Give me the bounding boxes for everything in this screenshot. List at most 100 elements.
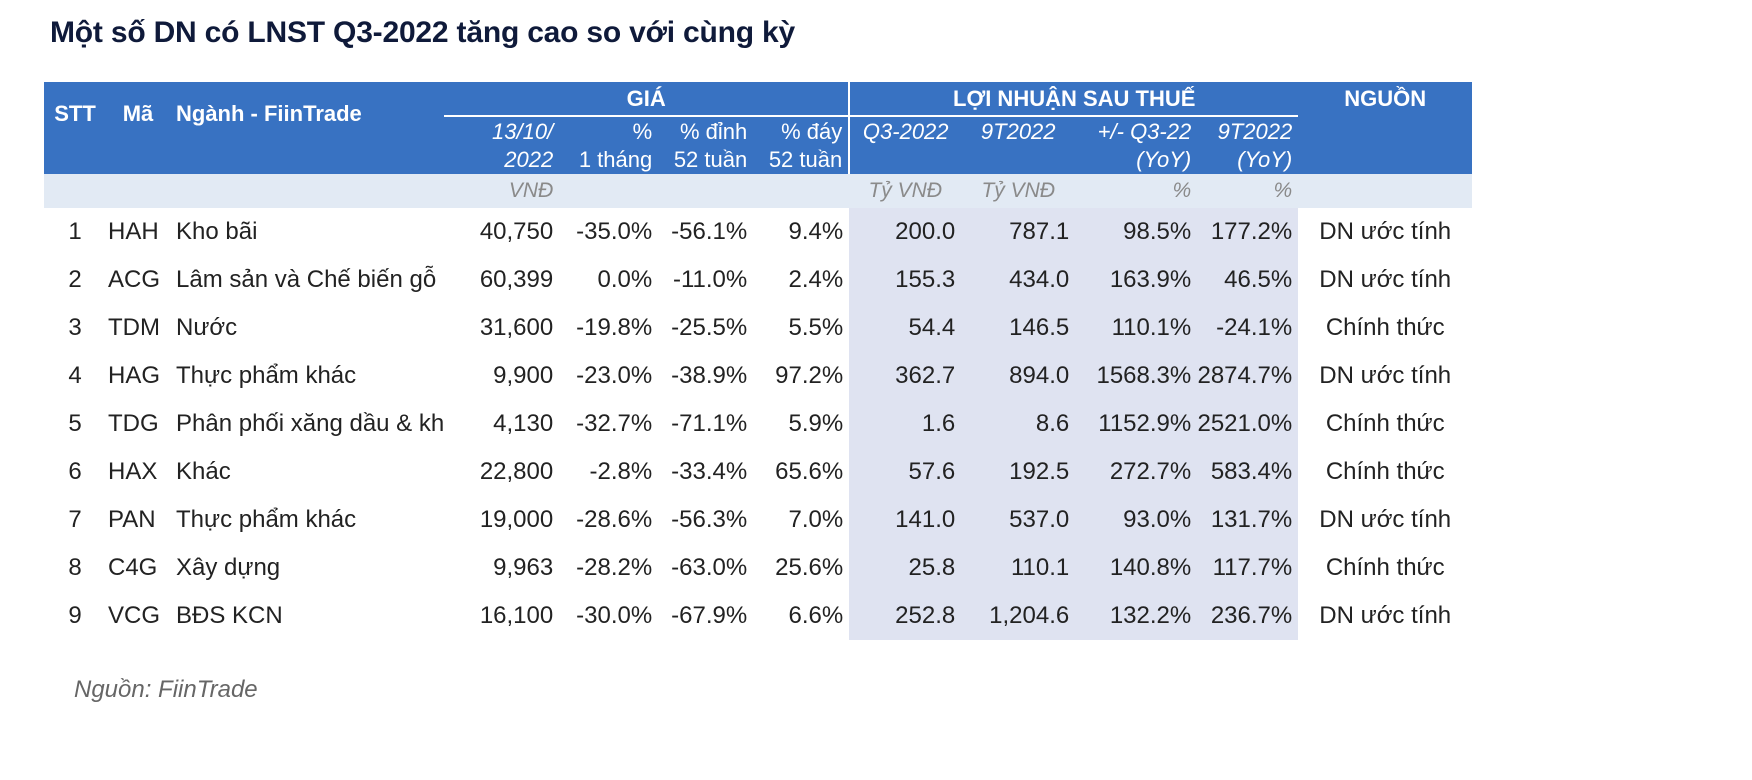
row-yoy-9t: 236.7% <box>1197 592 1299 640</box>
row-yoy-9t: 2874.7% <box>1197 352 1299 400</box>
row-price: 60,399 <box>479 266 554 293</box>
row-profit-q3: 200.0 <box>849 208 962 256</box>
row-industry: Kho bãi <box>176 218 258 245</box>
row-industry: Thực phẩm khác <box>176 362 357 389</box>
row-industry: BĐS KCN <box>176 602 283 629</box>
header-low-line1: % đáy <box>753 116 850 146</box>
source-note: Nguồn: FiinTrade <box>74 676 258 703</box>
row-from-52w-low: 25.6% <box>775 554 844 581</box>
row-from-52w-high: -56.1% <box>671 218 748 245</box>
page-title: Một số DN có LNST Q3-2022 tăng cao so vớ… <box>50 16 796 49</box>
row-profit-9t: 146.5 <box>961 304 1076 352</box>
row-ticker: VCG <box>108 602 161 629</box>
row-ticker: HAX <box>108 458 158 485</box>
row-from-52w-high: -11.0% <box>672 266 748 293</box>
row-change-1m: -30.0% <box>576 602 653 629</box>
row-from-52w-low: 97.2% <box>775 362 844 389</box>
row-industry: Nước <box>176 314 238 341</box>
row-profit-9t: 192.5 <box>961 448 1076 496</box>
row-yoy-9t: 2521.0% <box>1197 400 1299 448</box>
header-m1-line2: 1 tháng <box>559 146 659 174</box>
row-from-52w-low: 5.9% <box>788 410 844 437</box>
row-ticker: C4G <box>108 554 158 581</box>
table-row: 8 C4G Xây dựng 9,963 -28.2% -63.0% 25.6% 25.8 11… <box>44 544 1472 592</box>
unit-9t: Tỷ VNĐ <box>961 174 1076 208</box>
row-from-52w-high: -38.9% <box>671 362 748 389</box>
row-stt: 6 <box>68 458 82 485</box>
header-yoy-q3-line2: (YoY) <box>1075 146 1198 174</box>
row-yoy-9t: 131.7% <box>1197 496 1299 544</box>
table-row: 9 VCG BĐS KCN 16,100 -30.0% -67.9% 6.6% 252.8 1,… <box>44 592 1472 640</box>
row-source: DN ước tính <box>1319 506 1452 533</box>
row-ticker: ACG <box>108 266 161 293</box>
header-low-line2: 52 tuần <box>753 146 850 174</box>
profit-table: STT Mã Ngành - FiinTrade GIÁ LỢI NHUẬN S… <box>44 82 1473 640</box>
row-price: 9,900 <box>493 362 554 389</box>
row-stt: 9 <box>68 602 82 629</box>
row-stt: 7 <box>68 506 82 533</box>
table-row: 3 TDM Nước 31,600 -19.8% -25.5% 5.5% 54.4 146.5 1… <box>44 304 1472 352</box>
row-from-52w-low: 65.6% <box>775 458 844 485</box>
row-from-52w-low: 2.4% <box>788 266 844 293</box>
unit-yoy-9t: % <box>1197 174 1299 208</box>
header-stt: STT <box>44 82 106 146</box>
table-row: 7 PAN Thực phẩm khác 19,000 -28.6% -56.3% 7.0%… <box>44 496 1472 544</box>
row-from-52w-high: -56.3% <box>671 506 748 533</box>
row-ticker: HAH <box>108 218 159 245</box>
row-source: DN ước tính <box>1319 218 1452 245</box>
row-source: Chính thức <box>1325 410 1445 437</box>
row-yoy-q3: 98.5% <box>1075 208 1198 256</box>
units-row: VNĐ Tỷ VNĐ Tỷ VNĐ % % <box>44 174 1473 208</box>
row-change-1m: -28.2% <box>576 554 653 581</box>
row-change-1m: -28.6% <box>576 506 653 533</box>
row-price: 4,130 <box>493 410 554 437</box>
row-source: DN ước tính <box>1319 602 1452 629</box>
row-from-52w-high: -67.9% <box>671 602 748 629</box>
row-profit-q3: 1.6 <box>849 400 962 448</box>
row-change-1m: 0.0% <box>597 266 653 293</box>
row-profit-9t: 8.6 <box>961 400 1076 448</box>
header-price-line2: 2022 <box>444 146 560 174</box>
row-profit-9t: 537.0 <box>961 496 1076 544</box>
row-price: 16,100 <box>479 602 554 629</box>
row-from-52w-high: -63.0% <box>671 554 748 581</box>
row-yoy-9t: 117.7% <box>1197 544 1299 592</box>
row-yoy-9t: 177.2% <box>1197 208 1299 256</box>
row-price: 40,750 <box>479 218 554 245</box>
row-source: DN ước tính <box>1319 362 1452 389</box>
row-yoy-q3: 163.9% <box>1075 256 1198 304</box>
row-stt: 2 <box>68 266 82 293</box>
row-yoy-q3: 93.0% <box>1075 496 1198 544</box>
header-yoy-9t-line2: (YoY) <box>1197 146 1299 174</box>
unit-price: VNĐ <box>444 174 560 208</box>
row-yoy-q3: 272.7% <box>1075 448 1198 496</box>
row-source: Chính thức <box>1325 314 1445 341</box>
row-price: 9,963 <box>493 554 554 581</box>
row-from-52w-high: -71.1% <box>671 410 748 437</box>
header-yoy-9t-line1: 9T2022 <box>1197 116 1299 146</box>
header-group-gia: GIÁ <box>444 82 850 117</box>
row-profit-q3: 54.4 <box>849 304 962 352</box>
row-price: 31,600 <box>479 314 554 341</box>
row-profit-q3: 362.7 <box>849 352 962 400</box>
row-from-52w-low: 9.4% <box>788 218 844 245</box>
row-yoy-q3: 1568.3% <box>1075 352 1198 400</box>
header-yoy-q3-line1: +/- Q3-22 <box>1075 116 1198 146</box>
header-nganh: Ngành - FiinTrade <box>170 82 445 146</box>
row-yoy-q3: 140.8% <box>1075 544 1198 592</box>
row-ticker: PAN <box>108 506 156 533</box>
row-change-1m: -2.8% <box>589 458 653 485</box>
table-row: 6 HAX Khác 22,800 -2.8% -33.4% 65.6% 57.6 192.5 2… <box>44 448 1472 496</box>
row-yoy-q3: 1152.9% <box>1075 400 1198 448</box>
table-row: 5 TDG Phân phối xăng dầu & kh 4,130 -32.7% -7… <box>44 400 1472 448</box>
row-profit-q3: 155.3 <box>849 256 962 304</box>
header-q3: Q3-2022 <box>848 116 962 146</box>
row-industry: Xây dựng <box>176 554 281 581</box>
row-profit-9t: 787.1 <box>961 208 1076 256</box>
row-from-52w-high: -33.4% <box>671 458 748 485</box>
row-change-1m: -23.0% <box>576 362 653 389</box>
row-profit-9t: 1,204.6 <box>961 592 1076 640</box>
row-industry: Phân phối xăng dầu & kh <box>176 410 445 437</box>
row-profit-9t: 894.0 <box>961 352 1076 400</box>
row-stt: 5 <box>68 410 82 437</box>
